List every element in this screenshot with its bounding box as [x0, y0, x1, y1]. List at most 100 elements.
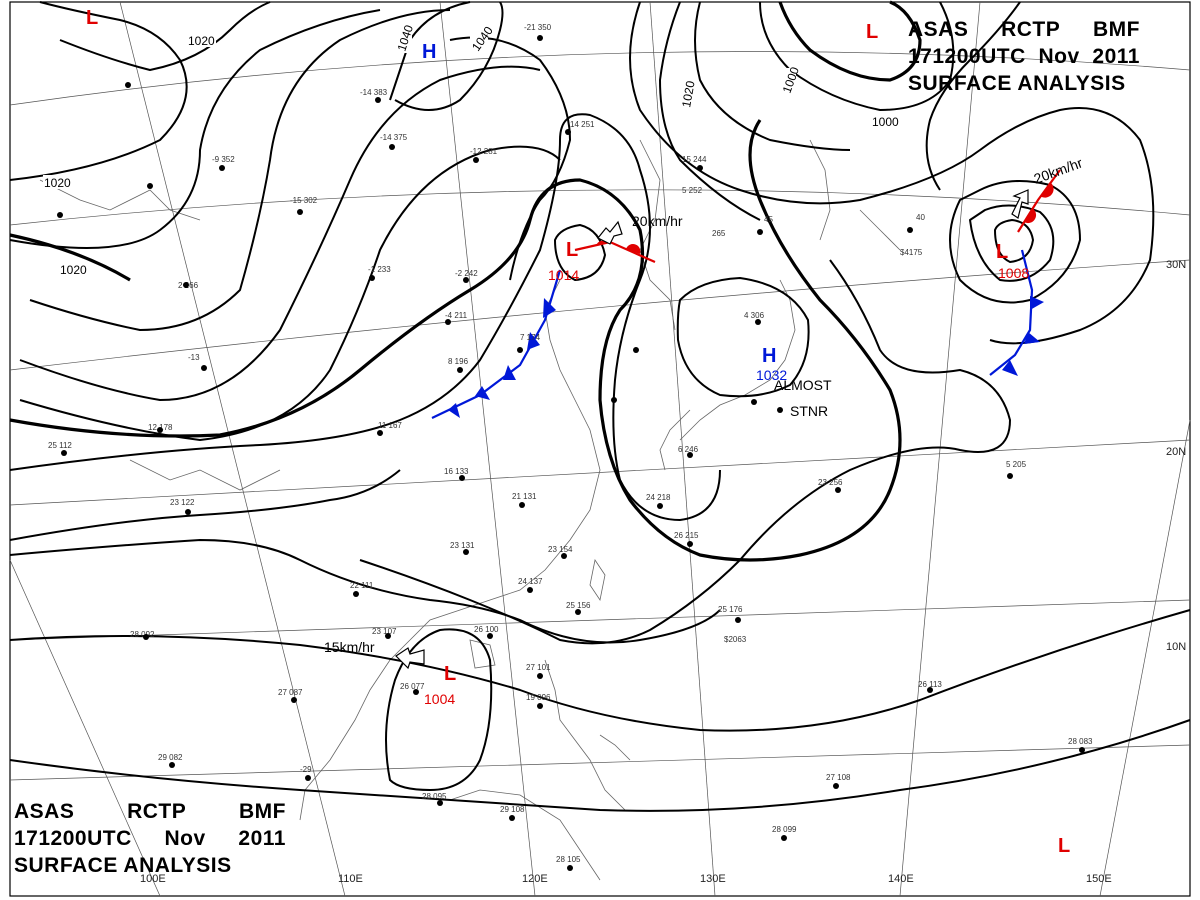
station-plot: 25 112 [48, 441, 72, 450]
isobar-label: 1020 [44, 176, 71, 190]
high-center-value: 1032 [756, 367, 787, 383]
station-plot: 7 174 [520, 333, 541, 342]
station-plot: 27 108 [826, 773, 851, 782]
station-plot: 29 108 [500, 805, 525, 814]
annotation-almost: ALMOST [774, 377, 832, 393]
station-plot: -12 281 [470, 147, 498, 156]
motion-label: 15km/hr [324, 639, 375, 655]
title-code: BMF [239, 800, 286, 823]
station-plot: 28 099 [772, 825, 797, 834]
title-line-1: ASAS RCTP BMF [908, 16, 1140, 43]
station-plot: 26 113 [918, 680, 942, 689]
title-station: RCTP [127, 800, 187, 823]
low-center-marker: L [86, 7, 98, 29]
map-frame [9, 1, 1191, 897]
high-center-marker: H [762, 345, 776, 367]
title-product: SURFACE ANALYSIS [14, 854, 232, 877]
isobar-label: 1020 [60, 263, 87, 277]
station-plot: 28 105 [556, 855, 581, 864]
title-month: Nov [1038, 45, 1080, 68]
title-time: 171200UTC [14, 827, 132, 850]
title-source: ASAS [908, 18, 969, 41]
station-plot: 28 095 [422, 792, 447, 801]
motion-arrow-s [395, 647, 425, 670]
isobar-label: 1020 [188, 34, 215, 48]
motion-label: 20km/hr [632, 213, 683, 229]
chart-title-bottom-left: ASAS RCTP BMF 171200UTC Nov 2011 SURFACE… [14, 798, 286, 879]
station-plot: -4 211 [445, 311, 468, 320]
station-plot: 26 077 [400, 682, 425, 691]
chart-title-top-right: ASAS RCTP BMF 171200UTC Nov 2011 SURFACE… [908, 16, 1140, 97]
station-plot: 28 083 [1068, 737, 1093, 746]
low-center-value: 1008 [998, 265, 1029, 281]
station-plot: 24 218 [646, 493, 671, 502]
station-plot: -29 [300, 765, 312, 774]
low-center-marker: L [866, 21, 878, 43]
low-center-marker: L [996, 241, 1008, 263]
station-plot: 45 [764, 215, 773, 224]
lon-label-150e: 150E [1086, 873, 1112, 885]
isobars [9, 0, 1191, 812]
station-plot: 40 [916, 213, 925, 222]
motion-label: 20km/hr [1032, 154, 1085, 186]
high-center-marker: H [422, 41, 436, 63]
title-product: SURFACE ANALYSIS [908, 72, 1126, 95]
title-time: 171200UTC [908, 45, 1026, 68]
station-plot: 23 131 [450, 541, 475, 550]
lat-label-10n: 10N [1166, 641, 1186, 653]
station-plot: 19 096 [526, 693, 551, 702]
station-plot: 25 176 [718, 605, 743, 614]
isobar-labels: 1020 1040 1040 1020 1020 1020 1000 1000 [43, 16, 902, 277]
cold-front-east [989, 249, 1044, 376]
low-center-marker: L [566, 239, 578, 261]
station-plot: 25 156 [566, 601, 591, 610]
station-plot: 16 133 [444, 467, 469, 476]
low-center-value: 1004 [424, 691, 455, 707]
station-plot: 5 205 [1006, 460, 1027, 469]
station-plot: 21 131 [512, 492, 537, 501]
station-plot: -21 350 [524, 23, 552, 32]
title-line-2: 171200UTC Nov 2011 [908, 43, 1140, 70]
lat-label-20n: 20N [1166, 446, 1186, 458]
isobar-label: 1020 [679, 79, 697, 108]
station-plot: 23 107 [372, 627, 397, 636]
title-source: ASAS [14, 800, 75, 823]
motion-arrow-nw [597, 220, 623, 245]
station-plot: 29 082 [158, 753, 183, 762]
station-plot: 265 [712, 229, 726, 238]
lon-label-110e: 110E [338, 873, 363, 885]
station-plot: 6 246 [678, 445, 699, 454]
title-station: RCTP [1001, 18, 1061, 41]
title-year: 2011 [1092, 45, 1140, 68]
title-line-1: ASAS RCTP BMF [14, 798, 286, 825]
station-markers [57, 35, 1085, 871]
station-plot: 23 122 [170, 498, 195, 507]
title-code: BMF [1093, 18, 1140, 41]
station-plot: -14 375 [380, 133, 408, 142]
title-line-2: 171200UTC Nov 2011 [14, 825, 286, 852]
pressure-centers: H L L L 1014 H 1032 L 1008 L 1004 L [86, 7, 1070, 857]
warm-front-east [1017, 169, 1061, 233]
lon-label-120e: 120E [522, 873, 548, 885]
station-plot: $2063 [724, 635, 747, 644]
station-plot: 15 244 [682, 155, 707, 164]
station-plot: 23 256 [818, 478, 843, 487]
low-center-marker: L [444, 663, 456, 685]
station-plot: $4175 [900, 248, 923, 257]
lon-label-130e: 130E [700, 873, 726, 885]
station-plot: 28 092 [130, 630, 155, 639]
station-plot: 22 111 [350, 581, 374, 590]
station-plot: 14 251 [570, 120, 595, 129]
station-plot: 8 196 [448, 357, 469, 366]
low-center-marker: L [1058, 835, 1070, 857]
lat-label-30n: 30N [1166, 259, 1186, 271]
station-plot: 4 306 [744, 311, 765, 320]
lon-label-100e: 100E [140, 873, 166, 885]
motion-arrow-ne [1011, 189, 1029, 219]
station-plot: -9 352 [212, 155, 235, 164]
coastlines [39, 139, 901, 881]
station-plot: 5 252 [682, 186, 703, 195]
station-plot: -2 242 [455, 269, 478, 278]
station-plot: 23 154 [548, 545, 573, 554]
